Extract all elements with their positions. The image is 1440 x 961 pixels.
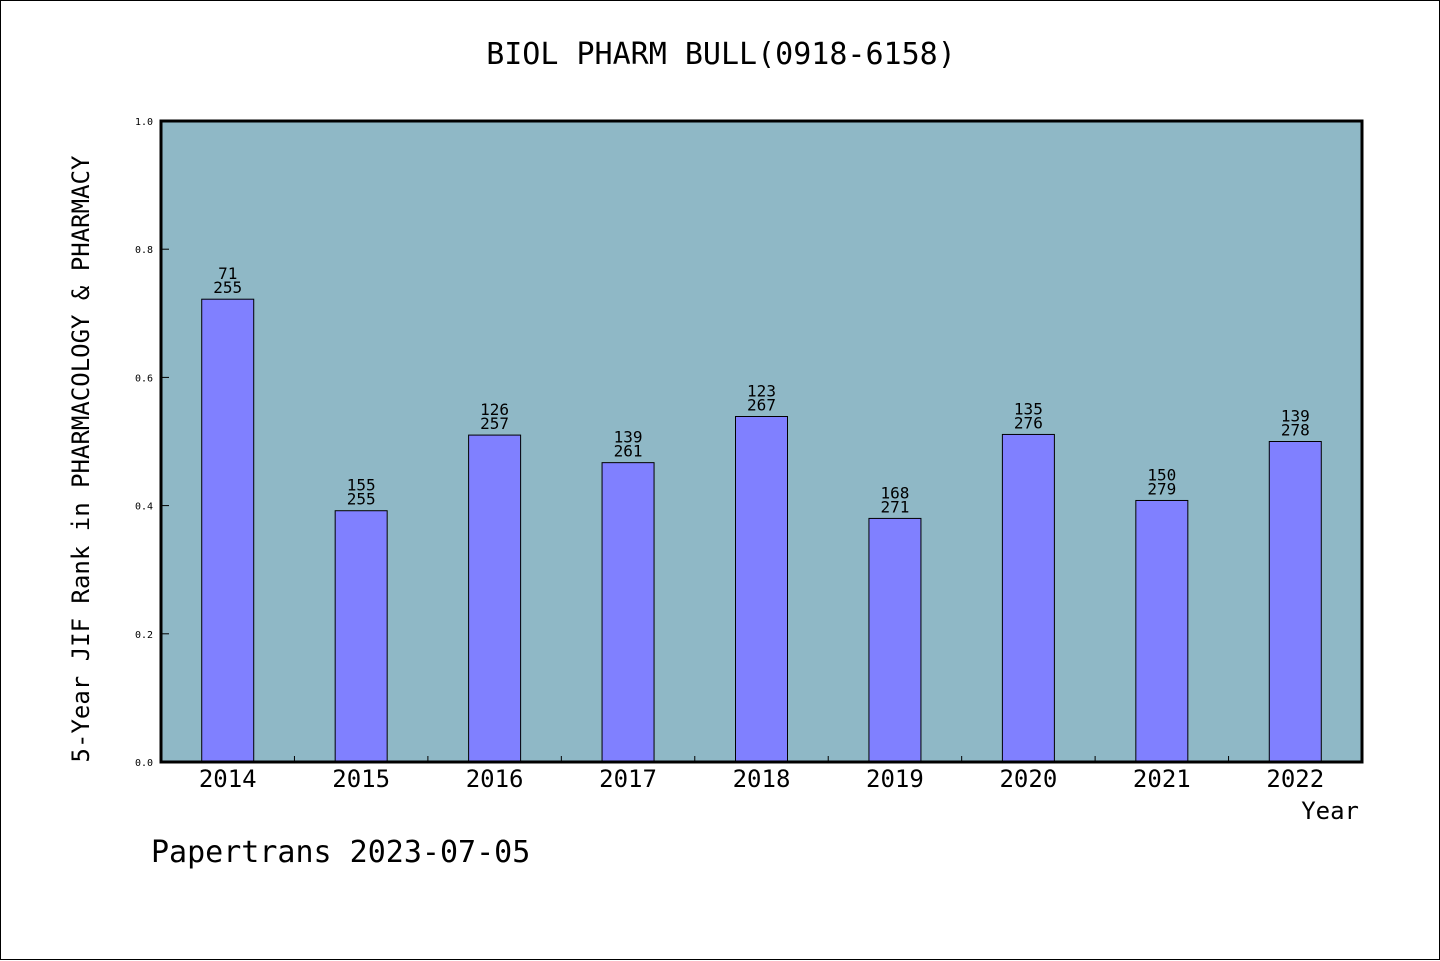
chart-title: BIOL PHARM BULL(0918-6158)	[486, 37, 956, 72]
plot-frame	[159, 119, 1364, 764]
bar-rank-label: 139	[1281, 407, 1310, 426]
bar	[201, 298, 255, 763]
y-tick-label: 0.0	[135, 758, 153, 769]
y-tick-label: 0.6	[135, 373, 153, 384]
bar-total-label: 276	[1014, 413, 1043, 432]
bar-rank-label: 168	[880, 483, 909, 502]
x-tick-label: 2014	[199, 765, 257, 793]
bar	[468, 434, 522, 763]
y-tick-label: 0.2	[135, 630, 153, 641]
bar	[1135, 499, 1189, 763]
bar-rank-label: 155	[347, 476, 376, 495]
bar-total-label: 267	[747, 396, 776, 415]
bar-total-label: 255	[347, 490, 376, 509]
bar-total-label: 261	[614, 442, 643, 461]
bar-rank-label: 135	[1014, 399, 1043, 418]
x-tick-label: 2020	[999, 765, 1057, 793]
bar	[735, 416, 788, 763]
x-tick-label: 2018	[733, 765, 791, 793]
bar-rank-label: 126	[480, 400, 509, 419]
bar-rank-label: 139	[614, 428, 643, 447]
x-tick-label: 2015	[332, 765, 390, 793]
x-tick-label: 2016	[466, 765, 524, 793]
bar	[601, 462, 655, 763]
x-axis-label: Year	[1301, 797, 1359, 825]
footer-credit: Papertrans 2023-07-05	[151, 835, 531, 870]
bar-total-label: 257	[480, 414, 509, 433]
bar-total-label: 255	[213, 278, 242, 297]
bar-rank-label: 123	[747, 382, 776, 401]
y-tick-label: 0.8	[135, 245, 153, 256]
bar-total-label: 278	[1281, 421, 1310, 440]
bar-rank-label: 150	[1147, 465, 1176, 484]
bar-total-label: 271	[880, 497, 909, 516]
x-tick-label: 2022	[1266, 765, 1324, 793]
bar-total-label: 279	[1147, 479, 1176, 498]
bar	[1001, 433, 1055, 763]
bar	[1268, 441, 1322, 763]
x-tick-label: 2017	[599, 765, 657, 793]
y-tick-label: 0.4	[135, 502, 153, 513]
bar	[334, 510, 388, 763]
bar-rank-label: 71	[218, 264, 237, 283]
x-tick-label: 2021	[1133, 765, 1191, 793]
bar	[868, 517, 922, 763]
y-tick-label: 1.0	[135, 117, 153, 128]
x-tick-label: 2019	[866, 765, 924, 793]
